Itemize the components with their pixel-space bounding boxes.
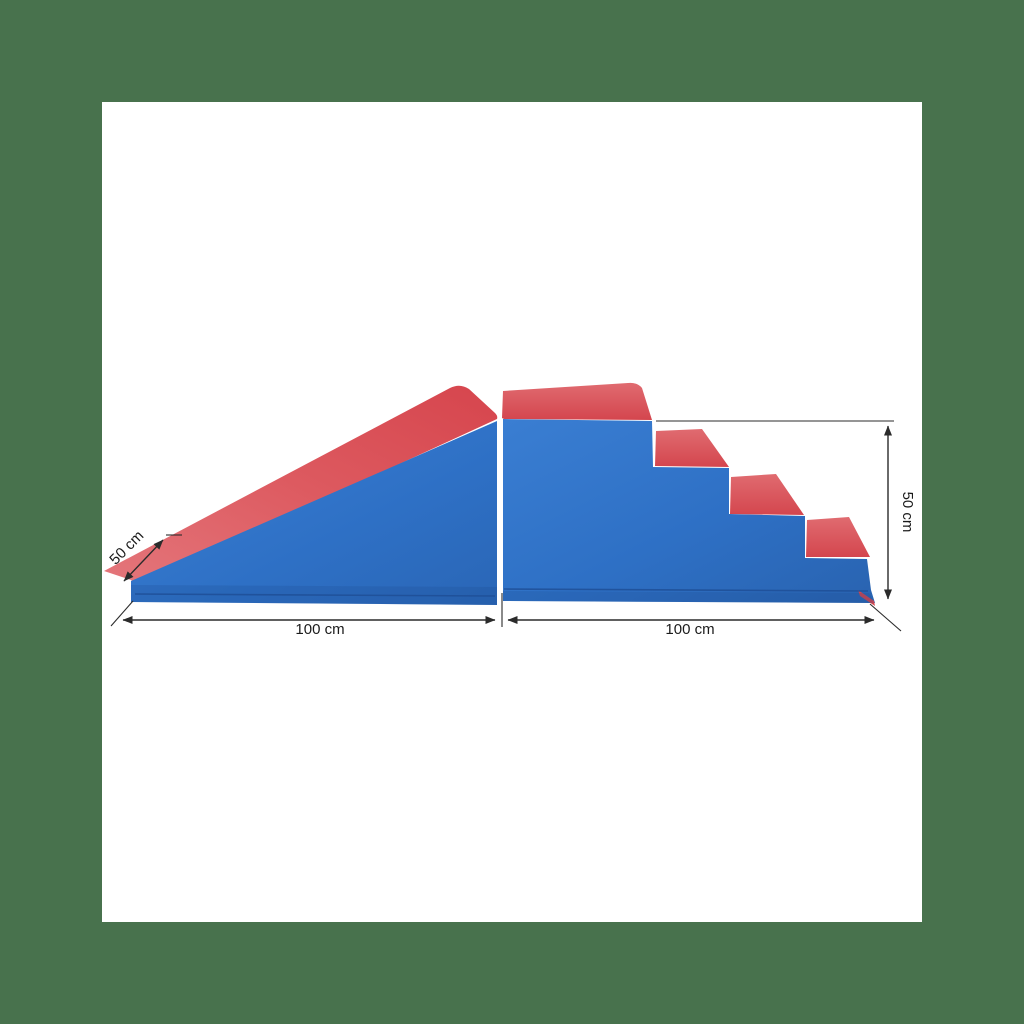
stairs-base-shade (503, 591, 874, 603)
wedge-width-dimension-line (123, 539, 164, 582)
stairs-front-face (503, 419, 875, 603)
stairs-step-top-1 (502, 382, 652, 420)
wedge-slide-piece (104, 385, 498, 605)
stairs-length-label: 100 cm (665, 621, 714, 638)
stairs-height-label: 50 cm (899, 492, 916, 533)
stairs-step-top-4 (806, 517, 870, 557)
stairs-step-top-3 (730, 474, 804, 515)
wedge-side-face (131, 421, 497, 605)
wedge-length-label: 100 cm (295, 621, 344, 638)
stairs-corner-extension-line (869, 603, 902, 632)
stairs-piece (502, 382, 875, 606)
wedge-slope-top-surface (104, 385, 498, 585)
stairs-step-top-2 (655, 429, 729, 467)
wedge-base-seam (134, 593, 496, 597)
stairs-base-corner-red (858, 590, 875, 606)
wedge-length-extension-line (110, 600, 134, 627)
stairs-base-seam (503, 588, 869, 592)
